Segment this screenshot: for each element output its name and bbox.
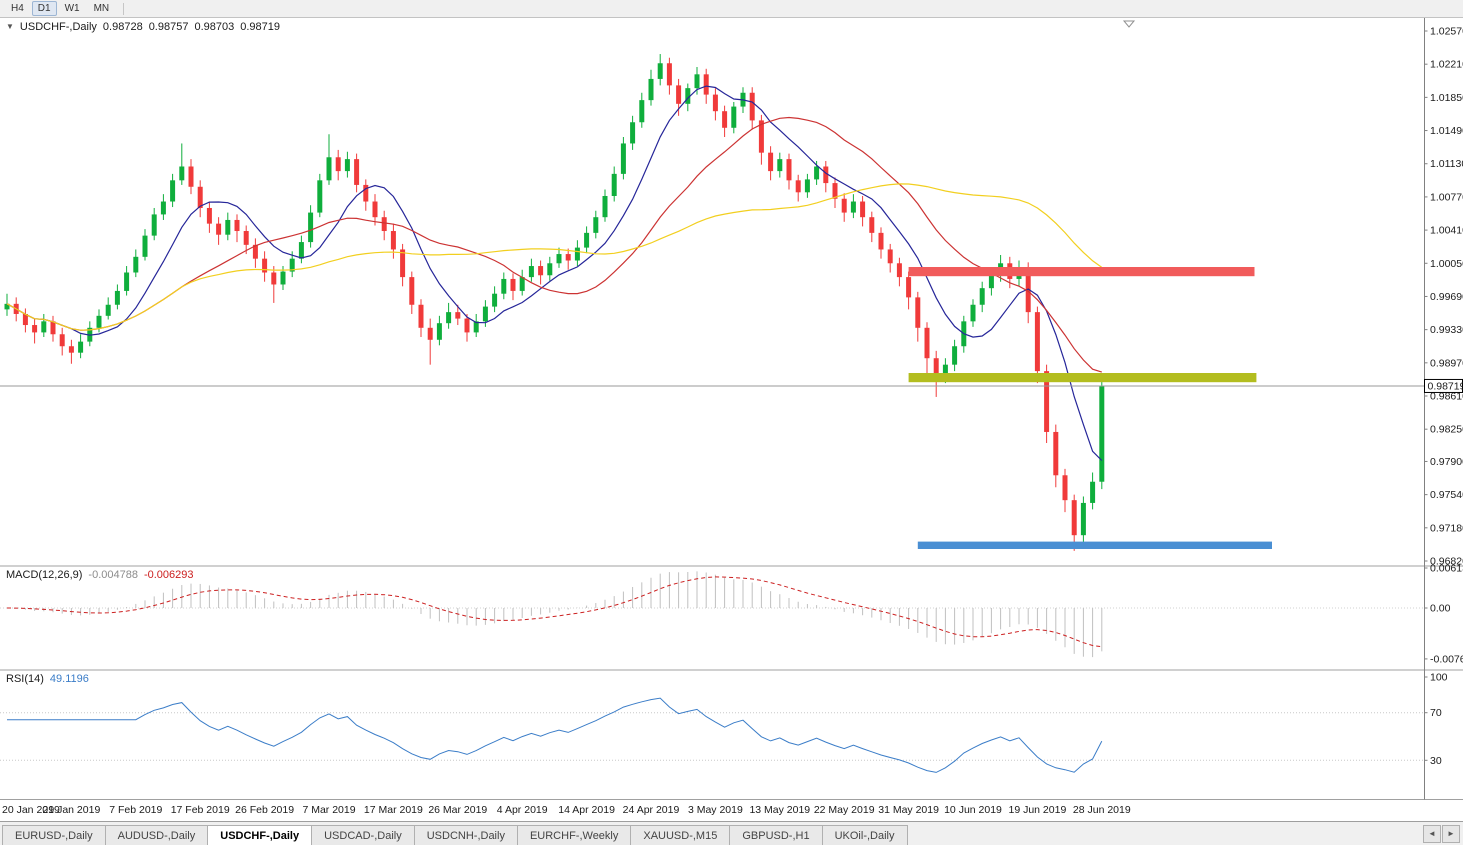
chart-ohlc-header: ▼ USDCHF-,Daily 0.98728 0.98757 0.98703 0.987… (6, 21, 286, 33)
time-axis-label: 22 May 2019 (813, 804, 875, 816)
support-zone[interactable] (917, 541, 1272, 549)
time-axis-label: 17 Mar 2019 (363, 804, 423, 816)
ma-mid-line (6, 116, 1102, 373)
retest-zone[interactable] (908, 373, 1257, 383)
macd-signal-value: -0.006293 (143, 569, 194, 581)
time-axis-label: 24 Apr 2019 (622, 804, 680, 816)
macd-signal-line (6, 576, 1102, 648)
rsi-indicator-header: RSI(14) 49.1196 (6, 673, 95, 685)
price-axis-label: 1.02210 (1430, 59, 1463, 71)
rsi-value: 49.1196 (49, 673, 89, 685)
ohlc-high: 0.98757 (148, 21, 189, 33)
tab-xauusd-m15[interactable]: XAUUSD-,M15 (630, 825, 731, 845)
tab-audusd-daily[interactable]: AUDUSD-,Daily (104, 825, 209, 845)
rsi-line (7, 697, 1103, 773)
macd-axis-label: 0.00 (1430, 603, 1451, 615)
tab-scrollbar: ◄ ► (1423, 822, 1463, 845)
macd-pane[interactable] (0, 571, 1424, 658)
time-axis-label: 14 Apr 2019 (558, 804, 615, 816)
axes-layer: 1.02570 1.02210 1.01850 1.01490 1.01130 1.007… (0, 18, 1463, 800)
toolbar-separator (123, 2, 125, 15)
tab-eurchf-weekly[interactable]: EURCHF-,Weekly (516, 825, 632, 845)
macd-axis-label: 0.00613 (1430, 563, 1463, 575)
time-axis-label: 26 Mar 2019 (428, 804, 488, 816)
time-axis-label: 7 Feb 2019 (109, 804, 163, 816)
chart-canvas[interactable]: 1.02570 1.02210 1.01850 1.01490 1.01130 1.007… (0, 18, 1463, 800)
chart-shift-marker[interactable] (1122, 20, 1136, 28)
tab-gbpusd-h1[interactable]: GBPUSD-,H1 (729, 825, 823, 845)
time-axis-label: 3 May 2019 (687, 804, 743, 816)
price-pane[interactable] (0, 20, 1424, 551)
price-axis-label: 1.01850 (1430, 92, 1463, 104)
chart-tab-bar: EURUSD-,Daily AUDUSD-,Daily USDCHF-,Daily U… (0, 821, 1463, 845)
macd-main-value: -0.004788 (88, 569, 138, 581)
ohlc-low: 0.98703 (194, 21, 235, 33)
rsi-pane[interactable] (0, 697, 1424, 773)
ohlc-close: 0.98719 (240, 21, 280, 33)
tab-usdcnh-daily[interactable]: USDCNH-,Daily (413, 825, 518, 845)
time-axis-label: 28 Jun 2019 (1072, 804, 1131, 816)
time-axis-label: 4 Apr 2019 (496, 804, 548, 816)
chart-symbol-label: USDCHF-,Daily (19, 21, 97, 33)
time-axis-label: 7 Mar 2019 (302, 804, 356, 816)
time-axis-label: 29 Jan 2019 (42, 804, 101, 816)
tab-ukoil-daily[interactable]: UKOil-,Daily (821, 825, 908, 845)
price-axis-label: 1.00410 (1430, 225, 1463, 237)
tab-scroll-right-icon[interactable]: ► (1442, 824, 1460, 843)
time-axis-label: 10 Jun 2019 (944, 804, 1002, 816)
timeframe-button-mn[interactable]: MN (93, 3, 110, 14)
macd-indicator-header: MACD(12,26,9) -0.004788 -0.006293 (6, 569, 200, 581)
tab-usdchf-daily[interactable]: USDCHF-,Daily (207, 825, 313, 845)
time-axis-label: 26 Feb 2019 (235, 804, 295, 816)
price-axis-label: 1.01130 (1430, 158, 1463, 170)
timeframe-toolbar: H4 D1 W1 MN (0, 0, 1463, 18)
price-axis-label: 1.02570 (1430, 26, 1463, 38)
timeframe-button-h4[interactable]: H4 (11, 3, 24, 14)
rsi-axis-label: 70 (1430, 707, 1442, 719)
rsi-axis-label: 100 (1430, 672, 1448, 684)
tab-eurusd-daily[interactable]: EURUSD-,Daily (2, 825, 106, 845)
time-axis-label: 20 Jan 2019 (2, 804, 60, 816)
rsi-axis-label: 30 (1430, 755, 1442, 767)
timeframe-button-d1[interactable]: D1 (31, 1, 57, 16)
collapse-icon[interactable]: ▼ (6, 22, 14, 31)
price-axis-label: 1.01490 (1430, 125, 1463, 137)
current-price-badge-text: 0.98719 (1428, 380, 1463, 392)
time-axis: 20 Jan 2019 29 Jan 2019 7 Feb 2019 17 Feb 2… (0, 800, 1463, 821)
macd-axis-label: -0.007612 (1430, 653, 1463, 665)
tab-scroll-left-icon[interactable]: ◄ (1423, 824, 1441, 843)
resistance-zone[interactable] (908, 267, 1255, 277)
price-axis-label: 1.00770 (1430, 191, 1463, 203)
macd-label: MACD(12,26,9) (6, 569, 83, 581)
tab-usdcad-daily[interactable]: USDCAD-,Daily (311, 825, 415, 845)
time-axis-label: 17 Feb 2019 (170, 804, 230, 816)
time-axis-label: 31 May 2019 (878, 804, 939, 816)
time-axis-label: 13 May 2019 (749, 804, 811, 816)
ohlc-open: 0.98728 (102, 21, 143, 33)
ma-fast-line (6, 85, 1103, 461)
timeframe-button-w1[interactable]: W1 (64, 3, 80, 14)
rsi-label: RSI(14) (6, 673, 44, 685)
time-axis-label: 19 Jun 2019 (1008, 804, 1067, 816)
ma-slow-line (6, 183, 1103, 331)
